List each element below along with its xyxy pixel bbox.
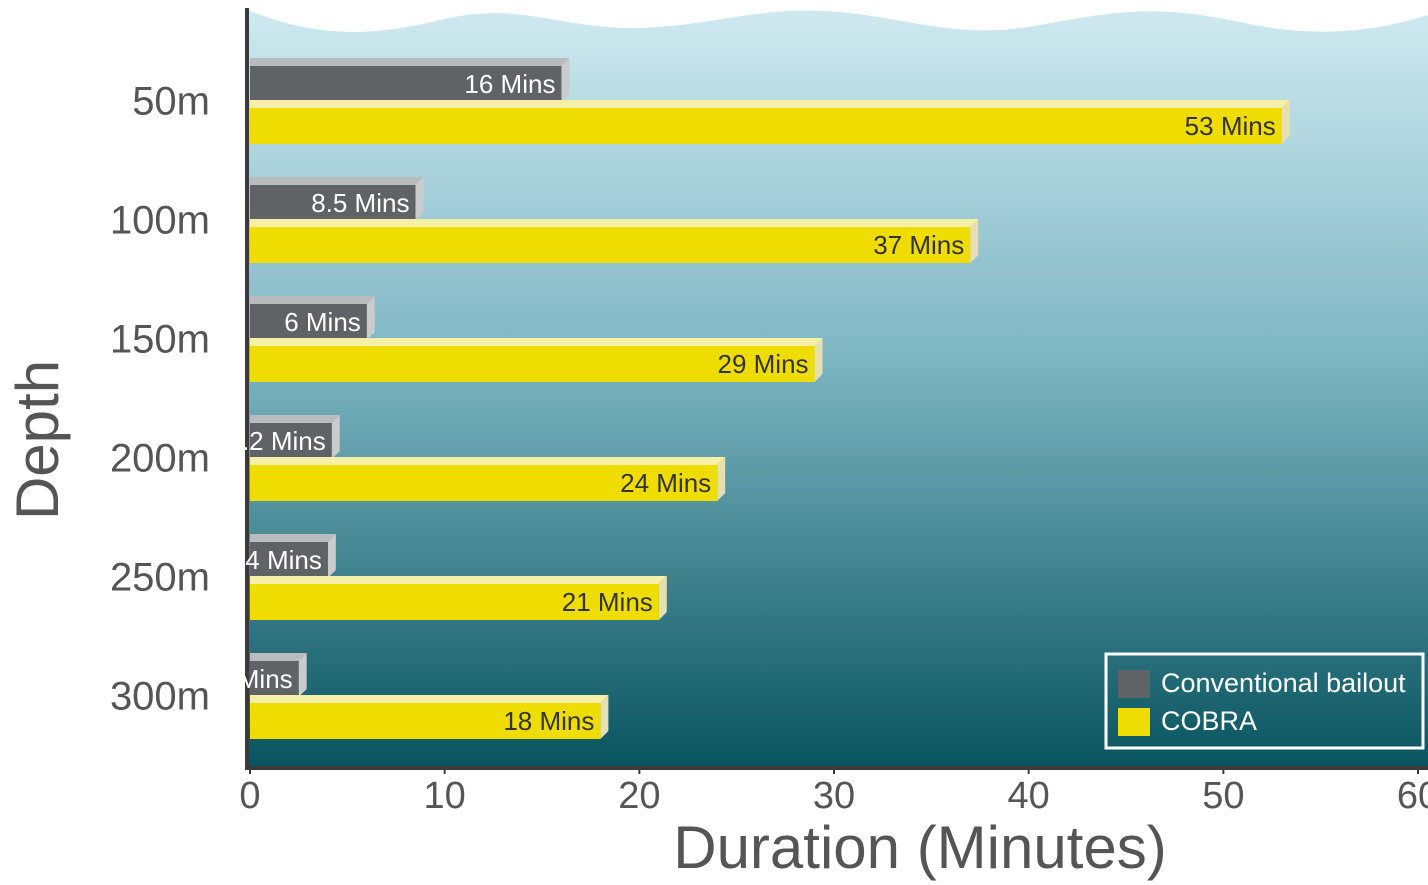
x-tick-label: 60 — [1397, 775, 1428, 817]
y-tick-label: 250m — [110, 556, 210, 600]
bar-bevel — [600, 695, 609, 739]
x-tick-label: 50 — [1202, 775, 1244, 817]
bar — [250, 703, 601, 739]
legend-label: Conventional bailout — [1161, 668, 1406, 698]
value-label: 6 Mins — [284, 307, 361, 337]
y-tick-label: 100m — [110, 199, 210, 243]
bar-bevel — [970, 219, 979, 263]
bar-bevel — [415, 177, 424, 221]
bar-bevel — [250, 296, 375, 304]
bar-bevel — [250, 653, 307, 661]
legend-box — [1104, 652, 1425, 750]
bar-bevel — [250, 219, 979, 227]
x-tick-label: 30 — [813, 775, 855, 817]
bar — [250, 542, 328, 578]
bar-bevel — [561, 58, 570, 102]
value-label: 29 Mins — [717, 349, 808, 379]
y-tick-label: 50m — [132, 80, 210, 124]
x-tick-label: 20 — [618, 775, 660, 817]
value-label: 4.2 Mins — [227, 426, 325, 456]
bar-bevel — [814, 338, 823, 382]
x-tick-label: 10 — [424, 775, 466, 817]
legend-swatch — [1118, 708, 1150, 736]
bar — [250, 227, 971, 263]
bar-bevel — [250, 457, 726, 465]
bar-bevel — [250, 695, 609, 703]
bar — [250, 465, 718, 501]
bar — [250, 304, 367, 340]
bar-bevel — [250, 415, 340, 423]
value-label: 21 Mins — [562, 587, 653, 617]
bar-bevel — [250, 100, 1290, 108]
legend-swatch — [1118, 670, 1150, 698]
bar-bevel — [366, 296, 375, 340]
bar — [250, 108, 1282, 144]
bar — [250, 346, 815, 382]
bar-bevel — [250, 338, 823, 346]
bar-bevel — [250, 177, 424, 185]
bar-bevel — [298, 653, 307, 697]
y-tick-label: 200m — [110, 437, 210, 481]
legend-label: COBRA — [1161, 706, 1257, 736]
value-label: 4 Mins — [245, 545, 322, 575]
y-axis-title: Depth — [4, 360, 71, 520]
x-tick-label: 40 — [1008, 775, 1050, 817]
bar-bevel — [250, 58, 570, 66]
x-axis-title: Duration (Minutes) — [673, 814, 1167, 881]
legend: Conventional bailout COBRA — [1104, 652, 1425, 750]
bar-bevel — [1281, 100, 1290, 144]
bar — [250, 185, 416, 221]
value-label: 16 Mins — [464, 69, 555, 99]
value-label: 53 Mins — [1185, 111, 1276, 141]
value-label: 37 Mins — [873, 230, 964, 260]
bar — [250, 423, 332, 459]
value-label: 2.5 Mins — [194, 664, 292, 694]
value-label: 24 Mins — [620, 468, 711, 498]
y-tick-label: 300m — [110, 675, 210, 719]
bar — [250, 66, 562, 102]
bar-bevel — [717, 457, 726, 501]
bar-bevel — [250, 534, 336, 542]
bar — [250, 661, 299, 697]
bar-bevel — [658, 576, 667, 620]
value-label: 8.5 Mins — [311, 188, 409, 218]
bar-bevel — [331, 415, 340, 459]
bar-bevel — [327, 534, 336, 578]
bar-bevel — [250, 576, 667, 584]
value-label: 18 Mins — [503, 706, 594, 736]
bar — [250, 584, 659, 620]
x-tick-label: 0 — [239, 775, 260, 817]
y-tick-label: 150m — [110, 318, 210, 362]
